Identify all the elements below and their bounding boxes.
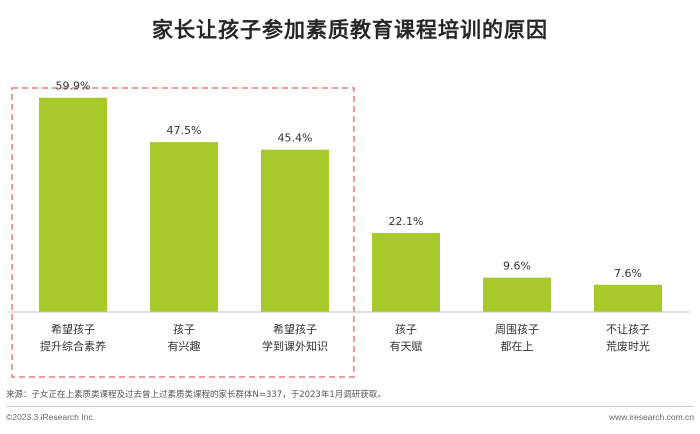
value-label-0: 59.9%	[56, 80, 91, 93]
highlight-box	[11, 87, 355, 378]
bar-4	[483, 277, 551, 312]
footer-divider	[6, 406, 694, 407]
value-label-1: 47.5%	[167, 124, 202, 137]
value-label-5: 7.6%	[614, 267, 642, 280]
website: www.iresearch.com.cn	[608, 412, 694, 422]
bar-0	[39, 97, 107, 313]
category-label-0-1: 提升综合素养	[40, 339, 106, 353]
bar-1	[150, 142, 218, 312]
copyright: ©2023.3 iResearch Inc.	[6, 412, 95, 422]
category-label-5-1: 荒废时光	[606, 339, 650, 353]
category-label-4-1: 都在上	[501, 340, 534, 353]
category-label-4-0: 周围孩子	[495, 323, 539, 336]
category-label-3-1: 有天赋	[390, 339, 423, 353]
category-label-0-0: 希望孩子	[51, 322, 95, 336]
category-label-1-0: 孩子	[173, 323, 195, 336]
category-label-2-1: 学到课外知识	[262, 339, 328, 353]
category-label-1-1: 有兴趣	[168, 339, 201, 353]
value-label-3: 22.1%	[389, 215, 424, 228]
source-note: 来源：子女正在上素质类课程及过去曾上过素质类课程的家长群体N=337，于2023…	[6, 390, 386, 400]
bar-3	[372, 232, 440, 312]
chart-title: 家长让孩子参加素质教育课程培训的原因	[152, 18, 548, 42]
category-label-2-0: 希望孩子	[273, 322, 317, 336]
value-label-4: 9.6%	[503, 260, 531, 273]
category-label-5-0: 不让孩子	[606, 323, 650, 336]
bar-2	[261, 149, 329, 312]
value-label-2: 45.4%	[278, 132, 313, 145]
category-label-3-0: 孩子	[395, 323, 417, 336]
bar-5	[594, 284, 662, 312]
